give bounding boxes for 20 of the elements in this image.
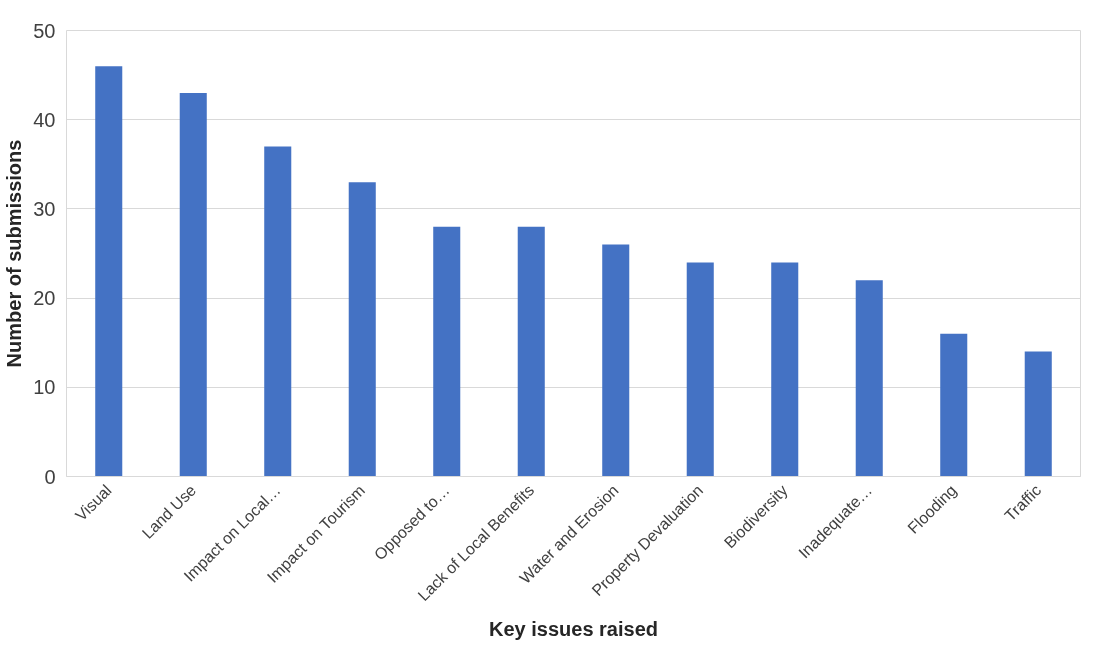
bar <box>940 333 968 477</box>
bar <box>433 226 461 477</box>
y-tick-label: 10 <box>33 376 56 399</box>
y-tick-label: 30 <box>33 197 56 220</box>
y-tick-label: 20 <box>33 287 56 310</box>
bar <box>517 226 545 477</box>
bar <box>348 182 376 477</box>
bar <box>855 280 883 477</box>
x-axis-title: Key issues raised <box>489 618 658 641</box>
bar <box>686 262 714 477</box>
bar <box>179 92 207 477</box>
y-tick-label: 0 <box>44 465 56 488</box>
bar <box>771 262 799 477</box>
bar <box>602 244 630 477</box>
y-tick-label: 50 <box>33 19 56 42</box>
bar <box>95 66 123 477</box>
bar <box>264 146 292 477</box>
y-axis-title: Number of submissions <box>3 139 26 368</box>
bar <box>1024 351 1052 477</box>
y-tick-label: 40 <box>33 108 56 131</box>
